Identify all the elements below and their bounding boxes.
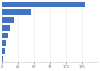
Bar xyxy=(2,48,5,54)
Bar xyxy=(2,25,10,31)
Bar xyxy=(2,2,85,7)
Bar xyxy=(2,56,3,61)
Bar xyxy=(2,40,6,46)
Bar xyxy=(2,33,8,38)
Bar xyxy=(2,17,14,23)
Bar xyxy=(2,9,31,15)
